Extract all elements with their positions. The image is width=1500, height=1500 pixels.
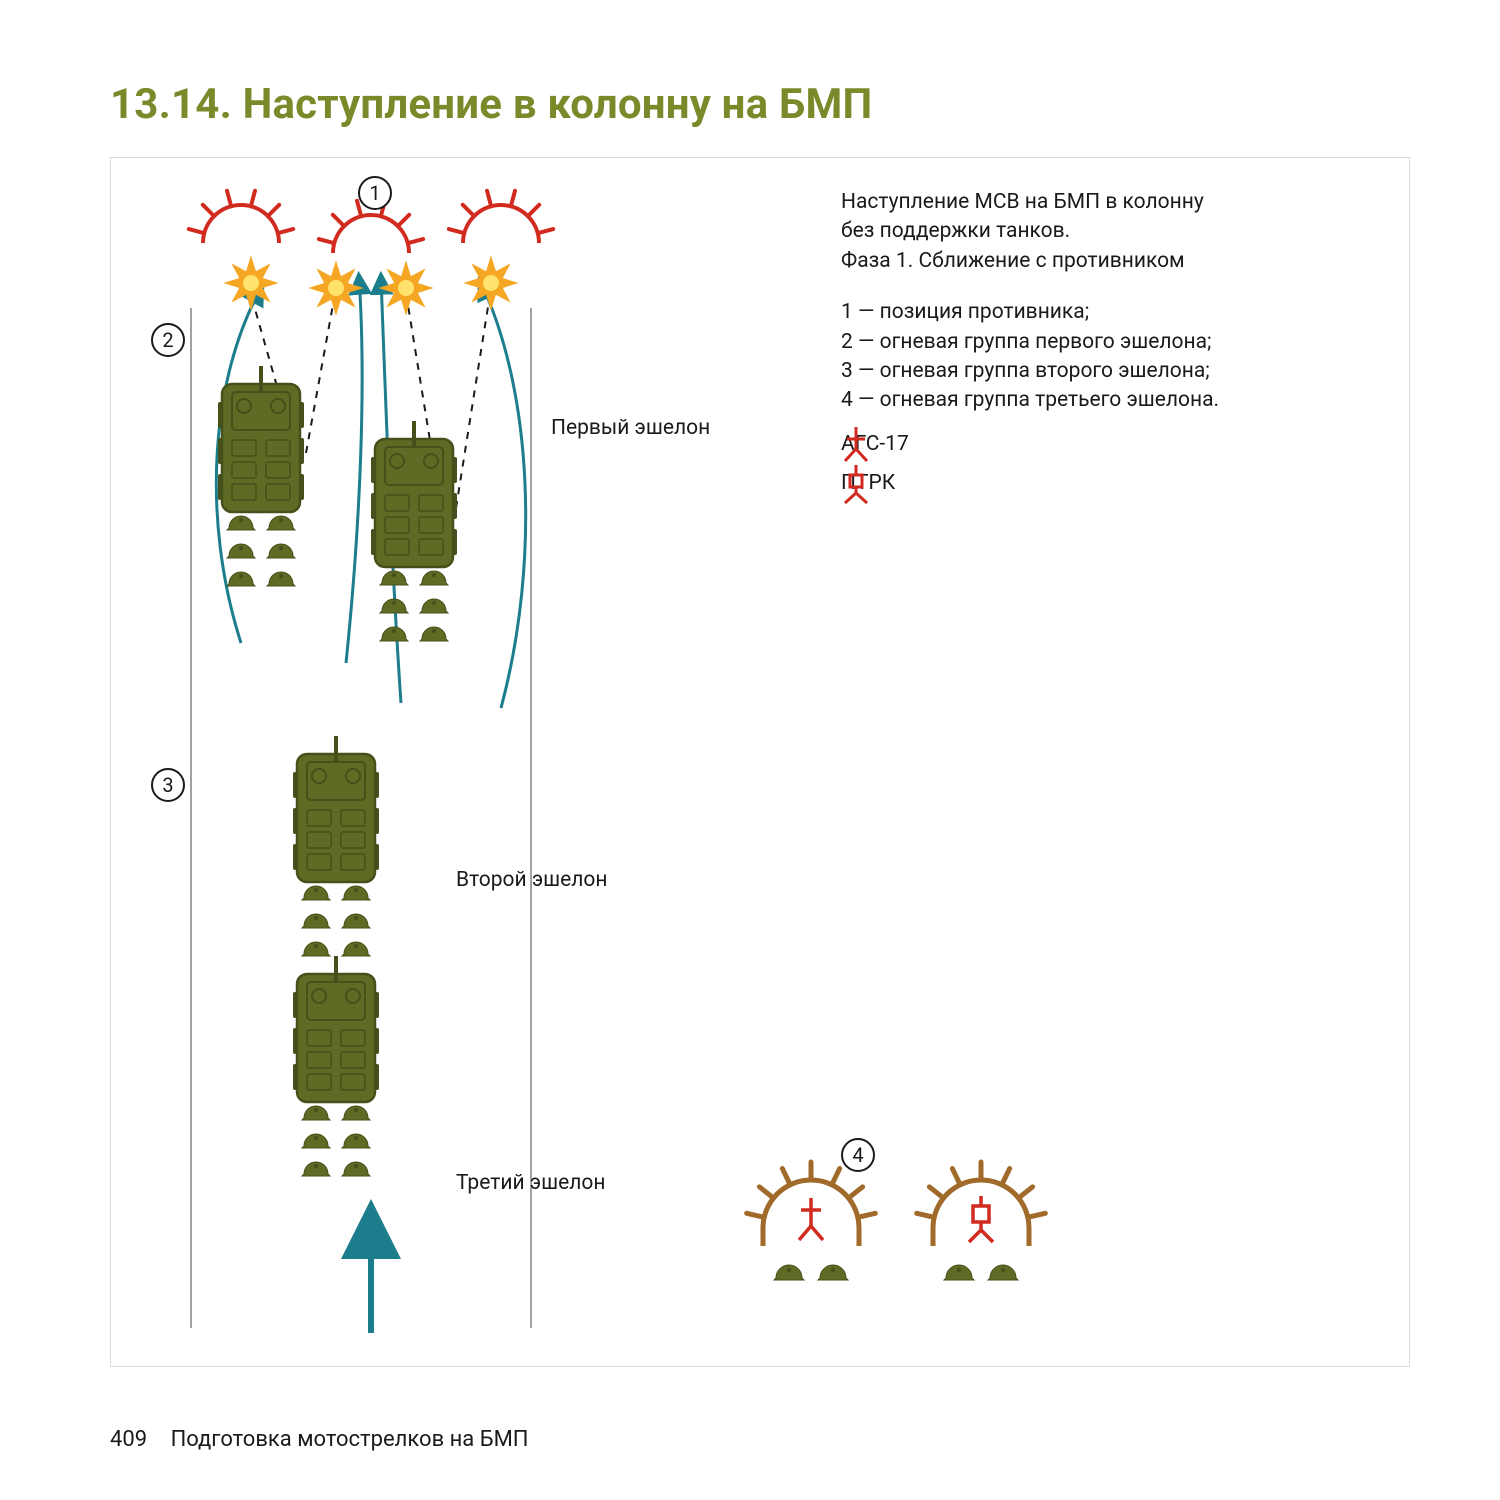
marker-3: 3: [151, 768, 185, 802]
legend-line: 1 — позиция противника;: [841, 298, 1381, 327]
marker-2: 2: [151, 323, 185, 357]
label-echelon-1: Первый эшелон: [551, 416, 710, 440]
label-echelon-3: Третий эшелон: [456, 1171, 605, 1195]
label-echelon-2: Второй эшелон: [456, 868, 607, 892]
legend-symbol-ptrk: ПТРК: [841, 469, 1381, 498]
ags-icon: [841, 425, 871, 463]
footer-text: Подготовка мотострелков на БМП: [171, 1427, 529, 1452]
legend-line: 4 — огневая группа третьего эшелона.: [841, 386, 1381, 415]
legend-line: 2 — огневая группа первого эшелона;: [841, 328, 1381, 357]
caption-block: Наступление МСВ на БМП в колонну без под…: [841, 188, 1381, 499]
page-footer: 409 Подготовка мотострелков на БМП: [110, 1427, 528, 1452]
diagram-frame: 1 2 3 4 Первый эшелон Второй эшелон Трет…: [110, 157, 1410, 1367]
legend-symbol-ags: АГС-17: [841, 430, 1381, 459]
marker-4: 4: [841, 1138, 875, 1172]
marker-1: 1: [358, 176, 392, 210]
caption-line: Фаза 1. Сближение с противником: [841, 247, 1381, 276]
caption-line: Наступление МСВ на БМП в колонну: [841, 188, 1381, 217]
ptrk-icon: [841, 463, 871, 505]
page-title: 13.14. Наступление в колонну на БМП: [110, 80, 1410, 129]
caption-line: без поддержки танков.: [841, 217, 1381, 246]
page-number: 409: [110, 1427, 147, 1452]
page: 13.14. Наступление в колонну на БМП 1: [0, 0, 1500, 1500]
legend-line: 3 — огневая группа второго эшелона;: [841, 357, 1381, 386]
